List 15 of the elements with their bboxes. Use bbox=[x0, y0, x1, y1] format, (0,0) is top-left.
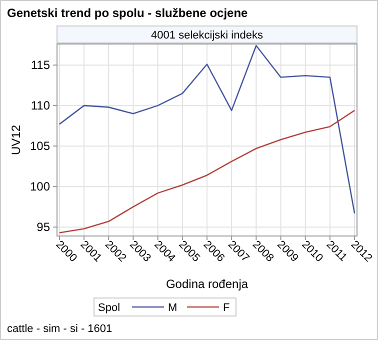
chart-title: Genetski trend po spolu - službene ocjene bbox=[7, 6, 248, 20]
y-tick-label: 100 bbox=[30, 180, 50, 194]
legend-title: Spol bbox=[98, 302, 120, 314]
y-tick-label: 105 bbox=[30, 139, 50, 154]
y-tick-label: 110 bbox=[30, 98, 50, 113]
line-series bbox=[58, 110, 356, 234]
y-tick-label: 115 bbox=[30, 58, 50, 72]
y-axis-title: UV12 bbox=[9, 124, 23, 156]
legend-label: F bbox=[223, 302, 230, 314]
y-tick-label: 95 bbox=[36, 220, 50, 234]
text: cattle - sim - si - 1601 bbox=[7, 323, 112, 335]
line-series bbox=[58, 44, 356, 214]
legend-label: M bbox=[168, 302, 178, 314]
x-axis-title: Godina rođenja bbox=[166, 277, 248, 291]
chart-subtitle: 4001 selekcijski indeks bbox=[151, 30, 264, 42]
